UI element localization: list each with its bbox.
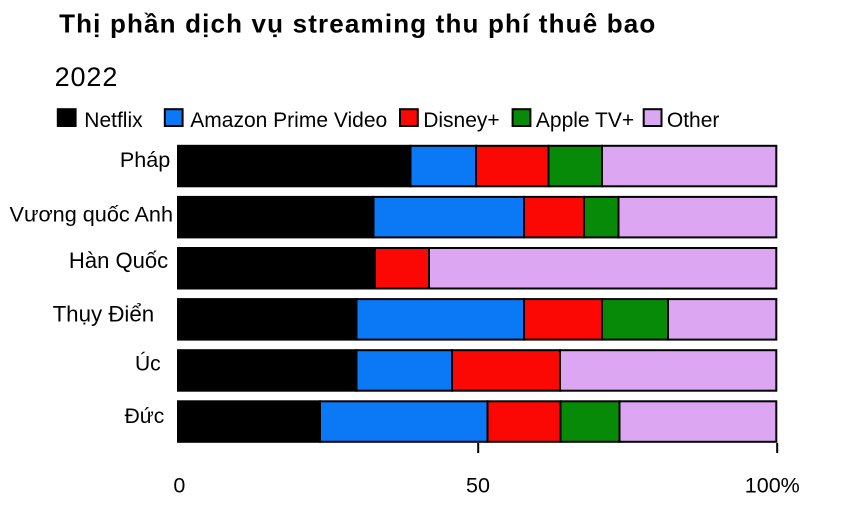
- svg-text:2022: 2022: [55, 62, 119, 92]
- svg-text:Netflix: Netflix: [84, 109, 143, 132]
- svg-text:Thụy Điển: Thụy Điển: [53, 302, 155, 327]
- svg-text:Disney+: Disney+: [423, 109, 499, 132]
- svg-text:Apple TV+: Apple TV+: [536, 109, 634, 132]
- svg-text:Amazon Prime Video: Amazon Prime Video: [190, 109, 387, 132]
- svg-text:100%: 100%: [745, 473, 800, 497]
- svg-text:Đức: Đức: [125, 405, 165, 428]
- svg-text:Úc: Úc: [135, 353, 161, 376]
- svg-text:Thị phần dịch vụ streaming thu: Thị phần dịch vụ streaming thu phí thuê …: [59, 8, 656, 38]
- svg-text:Pháp: Pháp: [120, 147, 170, 172]
- svg-text:Hàn Quốc: Hàn Quốc: [69, 248, 168, 273]
- svg-text:0: 0: [173, 473, 185, 497]
- svg-text:Vương quốc Anh: Vương quốc Anh: [10, 201, 173, 226]
- svg-text:50: 50: [466, 473, 490, 497]
- svg-text:Other: Other: [667, 109, 720, 132]
